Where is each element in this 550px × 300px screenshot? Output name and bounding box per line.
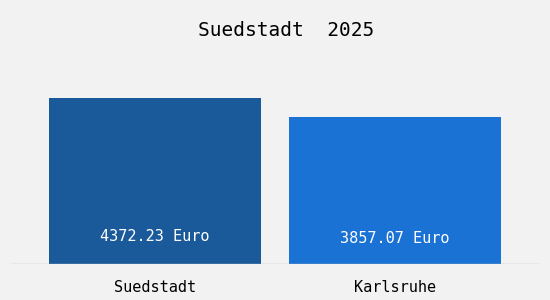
Text: Suedstadt: Suedstadt <box>114 280 196 295</box>
Text: 3857.07 Euro: 3857.07 Euro <box>340 231 450 246</box>
Text: Suedstadt  2025: Suedstadt 2025 <box>198 21 374 40</box>
Text: Karlsruhe: Karlsruhe <box>354 280 436 295</box>
Text: 4372.23 Euro: 4372.23 Euro <box>100 229 210 244</box>
Bar <box>50 98 261 264</box>
Bar <box>289 117 500 264</box>
